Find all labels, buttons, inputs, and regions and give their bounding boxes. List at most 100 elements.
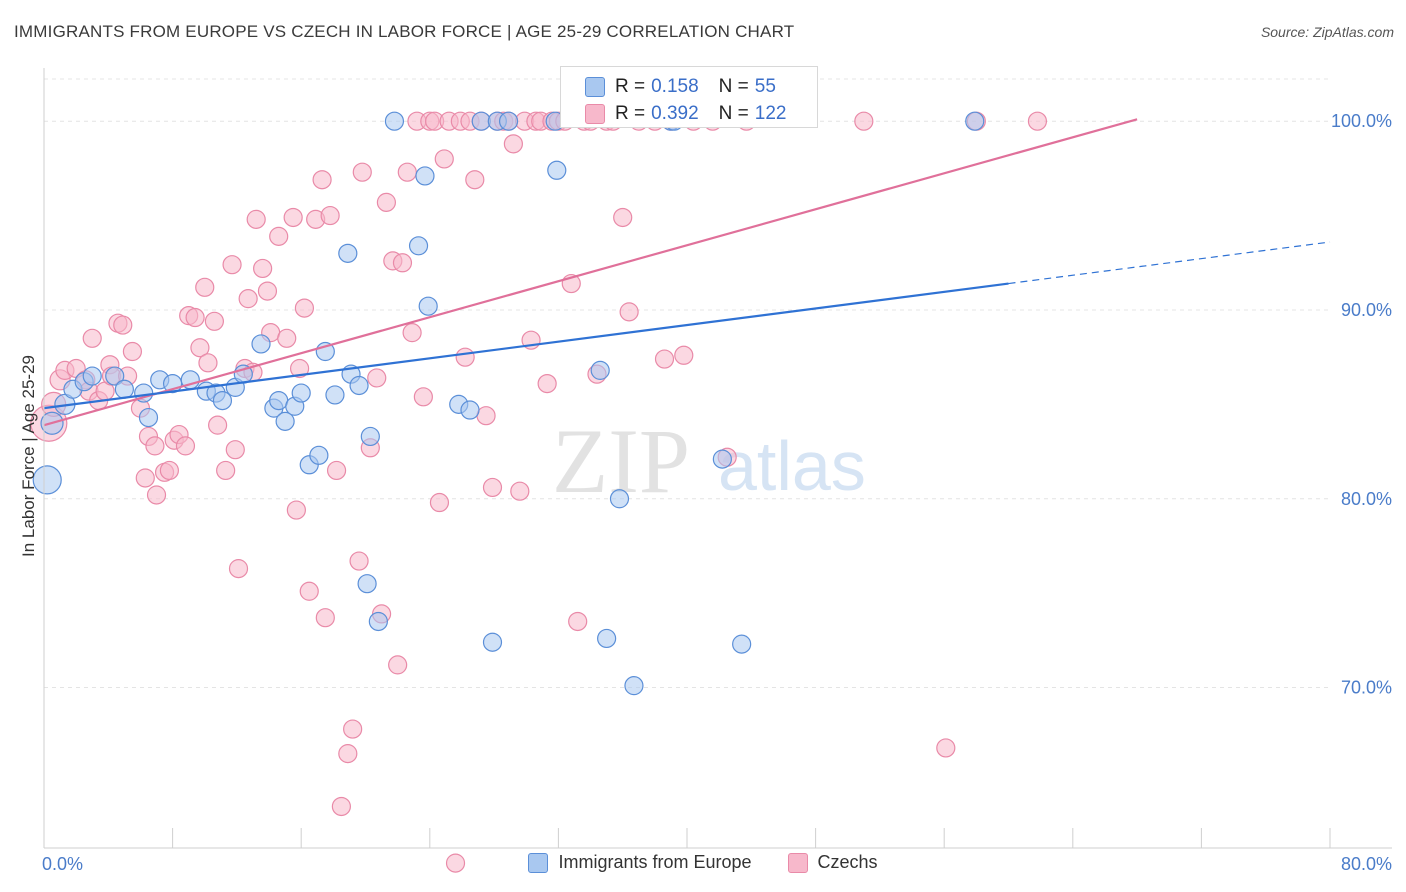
point-immigrants-from-europe: [105, 366, 125, 386]
correlation-stats-box: R = 0.158 N = 55 R = 0.392 N = 122: [560, 66, 818, 128]
x-tick-label-max: 80.0%: [1341, 854, 1392, 874]
point-czechs: [320, 205, 340, 226]
point-czechs: [185, 307, 205, 328]
point-immigrants-from-europe: [325, 385, 345, 405]
point-czechs: [455, 347, 475, 367]
trend-line-immigrants-from-europe: [43, 282, 1009, 410]
point-czechs: [482, 477, 503, 498]
point-immigrants-from-europe: [624, 676, 644, 696]
trend-line-extension-immigrants-from-europe: [1008, 241, 1331, 285]
point-immigrants-from-europe: [384, 111, 405, 131]
chart-title: IMMIGRANTS FROM EUROPE VS CZECH IN LABOR…: [14, 22, 795, 41]
point-czechs: [613, 207, 633, 228]
point-immigrants-from-europe: [408, 236, 429, 256]
point-czechs: [246, 209, 266, 229]
point-czechs: [349, 551, 369, 571]
stats-n-label: N =: [718, 76, 749, 97]
point-czechs: [122, 341, 143, 362]
point-immigrants-from-europe: [732, 634, 752, 654]
point-czechs: [283, 207, 303, 228]
point-czechs: [402, 323, 422, 343]
point-immigrants-from-europe: [712, 449, 732, 469]
point-czechs: [198, 353, 218, 373]
point-czechs: [269, 226, 289, 246]
point-czechs: [82, 328, 102, 348]
stats-swatch-pink: [585, 104, 605, 124]
x-tick-label-min: 0.0%: [42, 854, 83, 874]
point-czechs: [413, 387, 433, 407]
point-immigrants-from-europe: [357, 574, 377, 594]
point-czechs: [376, 192, 396, 212]
legend-item-czechs[interactable]: Czechs: [787, 852, 878, 873]
point-czechs: [228, 559, 249, 579]
point-immigrants-from-europe: [349, 375, 369, 396]
grid-lines: 70.0% 80.0% 90.0% 100.0%: [44, 78, 1392, 698]
point-immigrants-from-europe: [482, 632, 503, 652]
stats-r-label: R =: [615, 76, 646, 97]
point-immigrants-from-europe: [360, 426, 380, 447]
trend-line-czechs: [43, 118, 1138, 427]
point-czechs: [159, 460, 179, 481]
point-immigrants-from-europe: [114, 379, 134, 399]
trend-lines: [43, 118, 1331, 427]
point-immigrants-from-europe: [597, 628, 617, 649]
chart-legend: Immigrants from Europe Czechs: [0, 852, 1406, 873]
point-czechs: [429, 492, 450, 513]
point-immigrants-from-europe: [609, 489, 630, 509]
point-czechs: [1027, 111, 1048, 131]
point-immigrants-from-europe: [32, 465, 62, 495]
axes: [43, 68, 1392, 849]
point-immigrants-from-europe: [138, 407, 159, 428]
stats-r-label: R =: [615, 103, 646, 124]
point-immigrants-from-europe: [251, 334, 271, 354]
point-czechs: [434, 149, 454, 169]
point-immigrants-from-europe: [82, 366, 102, 386]
y-tick-label: 70.0%: [1341, 678, 1392, 698]
point-immigrants-from-europe: [309, 445, 329, 465]
point-czechs: [216, 460, 236, 481]
point-immigrants-from-europe: [338, 243, 358, 263]
point-czechs: [674, 345, 694, 365]
point-czechs: [225, 440, 245, 460]
point-czechs: [222, 255, 242, 275]
point-czechs: [294, 298, 315, 318]
point-immigrants-from-europe: [269, 390, 289, 411]
stats-row-blue: R = 0.158 N = 55: [585, 75, 776, 99]
point-czechs: [465, 170, 485, 190]
point-immigrants-from-europe: [418, 296, 438, 316]
series-czechs: [30, 111, 1048, 873]
point-czechs: [175, 436, 196, 456]
chart-source: Source: ZipAtlas.com: [1260, 24, 1394, 40]
point-immigrants-from-europe: [415, 166, 435, 186]
point-czechs: [208, 415, 228, 435]
point-czechs: [289, 358, 310, 379]
stats-r-value-blue: 0.158: [651, 76, 699, 97]
point-czechs: [257, 281, 278, 301]
stats-r-value-pink: 0.392: [651, 103, 699, 124]
point-czechs: [195, 277, 215, 297]
stats-n-value-pink: 122: [754, 103, 787, 124]
stats-row-pink: R = 0.392 N = 122: [585, 102, 786, 126]
point-czechs: [277, 328, 297, 348]
legend-label-blue: Immigrants from Europe: [558, 852, 752, 872]
point-czechs: [445, 853, 466, 873]
point-immigrants-from-europe: [212, 390, 233, 411]
point-czechs: [238, 289, 258, 309]
point-czechs: [286, 500, 306, 520]
point-czechs: [936, 738, 956, 758]
point-czechs: [204, 311, 224, 331]
point-czechs: [331, 796, 351, 817]
legend-item-immigrants-from-europe[interactable]: Immigrants from Europe: [528, 852, 752, 873]
point-czechs: [367, 368, 387, 388]
point-immigrants-from-europe: [965, 111, 985, 131]
point-czechs: [146, 485, 167, 505]
legend-swatch-blue: [528, 852, 549, 873]
watermark-atlas: atlas: [718, 427, 866, 505]
point-czechs: [190, 338, 210, 358]
stats-swatch-blue: [585, 77, 605, 97]
point-czechs: [397, 162, 417, 182]
point-czechs: [299, 581, 319, 601]
point-czechs: [338, 744, 358, 764]
point-immigrants-from-europe: [471, 111, 491, 131]
